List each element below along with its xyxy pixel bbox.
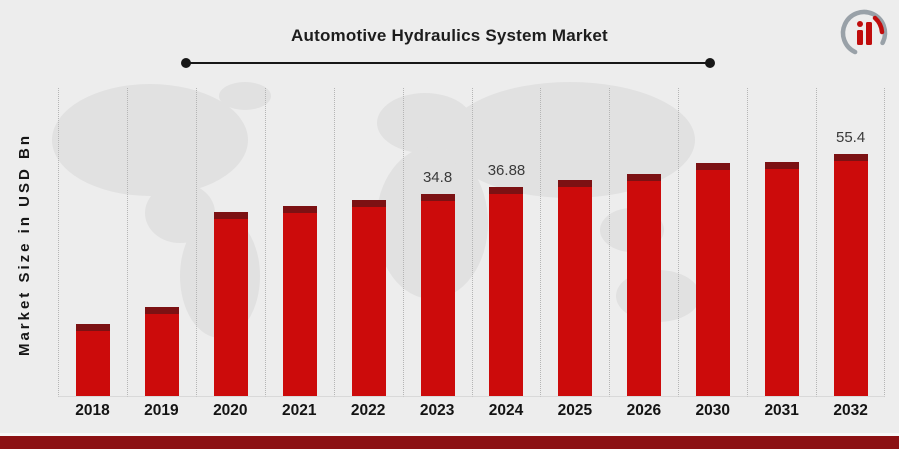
bar-body-segment (351, 207, 386, 396)
x-tick-label: 2022 (350, 402, 386, 419)
bar-column: 2019 (126, 88, 196, 425)
mrfr-logo (840, 9, 888, 57)
x-tick-label: 2024 (488, 402, 524, 419)
range-line-dot-left (181, 58, 191, 68)
bar-column: 2025 (540, 88, 610, 425)
bar (282, 206, 317, 396)
bar-value-label: 34.8 (422, 169, 453, 186)
x-tick-label: 2025 (557, 402, 593, 419)
footer-gap (0, 433, 899, 436)
bar (627, 174, 662, 396)
bar-cap-segment (765, 162, 800, 169)
range-line (181, 58, 715, 68)
bar (833, 154, 868, 396)
footer-accent-bar (0, 436, 899, 449)
x-tick-label: 2031 (764, 402, 799, 419)
x-tick-label: 2030 (695, 402, 730, 419)
bar-region (540, 88, 610, 397)
bar-column: 2022 (333, 88, 403, 425)
bar-value-label: 55.4 (836, 129, 866, 146)
bar-column: 34.8 2023 (402, 88, 472, 425)
x-tick-label: 2026 (626, 402, 662, 419)
bar-region (58, 88, 127, 397)
bar-region (609, 88, 679, 397)
bar-body-segment (833, 161, 868, 396)
bar-body-segment (558, 187, 593, 396)
bar-body-segment (696, 170, 731, 396)
bar-cap-segment (75, 324, 110, 331)
bar-cap-segment (282, 206, 317, 213)
bar-region (195, 88, 265, 397)
bar (351, 200, 386, 396)
bar-cap-segment (833, 154, 868, 161)
bar (558, 180, 593, 396)
chart-title: Automotive Hydraulics System Market (291, 26, 608, 45)
plot-area: 2018 2019 2020 2021 2022 34.8 2023 36.88 2024 202… (58, 88, 886, 425)
bar-column: 36.88 2024 (471, 88, 541, 425)
bar-column: 2031 (747, 88, 817, 425)
bar-body-segment (282, 213, 317, 396)
bar-body-segment (75, 331, 110, 396)
x-tick-label: 2021 (281, 402, 317, 419)
bar (489, 187, 524, 396)
bar-cap-segment (627, 174, 662, 181)
x-tick-label: 2023 (419, 402, 455, 419)
bar-value-label: 36.88 (487, 162, 526, 179)
bar-body-segment (489, 194, 524, 396)
bar-region: 34.8 (402, 88, 472, 397)
bar-cap-segment (558, 180, 593, 187)
range-line-dot-right (705, 58, 715, 68)
bar-body-segment (627, 181, 662, 396)
bar (696, 163, 731, 396)
x-tick-label: 2032 (833, 402, 868, 419)
bar-region: 55.4 (816, 88, 886, 397)
bar-region (747, 88, 817, 397)
bar-body-segment (213, 219, 248, 396)
bar-region: 36.88 (471, 88, 541, 397)
bar-region (333, 88, 403, 397)
bar-cap-segment (351, 200, 386, 207)
bar (213, 212, 248, 396)
bar-cap-segment (144, 307, 179, 314)
x-tick-label: 2018 (75, 402, 110, 419)
bar-column: 2020 (195, 88, 265, 425)
bar (75, 324, 110, 396)
bar-column: 2026 (609, 88, 679, 425)
bar-region (126, 88, 196, 397)
bar-column: 2030 (678, 88, 748, 425)
y-axis-label-text: Market Size in USD Bn (16, 133, 33, 357)
bar (144, 307, 179, 396)
bar-cap-segment (489, 187, 524, 194)
bar-column: 2018 (58, 88, 127, 425)
x-tick-label: 2020 (213, 402, 248, 419)
bar (765, 162, 800, 396)
bar-region (678, 88, 748, 397)
bar-column: 55.4 2032 (816, 88, 886, 425)
bar (420, 194, 455, 396)
bar-region (264, 88, 334, 397)
bar-column: 2021 (264, 88, 334, 425)
bar-body-segment (144, 314, 179, 396)
bar-cap-segment (420, 194, 455, 201)
bar-cap-segment (213, 212, 248, 219)
y-axis-label: Market Size in USD Bn (16, 90, 33, 400)
x-tick-label: 2019 (144, 402, 179, 419)
bar-body-segment (420, 201, 455, 396)
bar-cap-segment (696, 163, 731, 170)
bar-body-segment (765, 169, 800, 396)
